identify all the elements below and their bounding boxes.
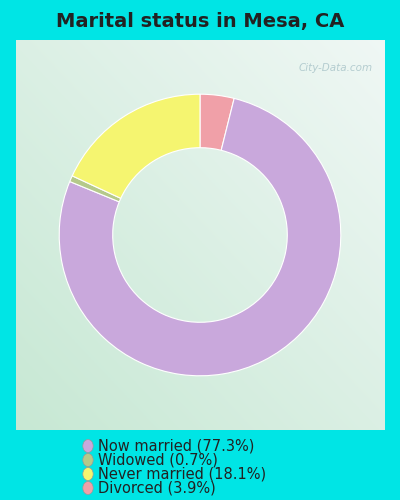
Text: Widowed (0.7%): Widowed (0.7%): [98, 452, 218, 468]
Text: City-Data.com: City-Data.com: [299, 64, 373, 74]
Wedge shape: [72, 94, 200, 198]
Wedge shape: [59, 98, 341, 376]
Text: Now married (77.3%): Now married (77.3%): [98, 438, 254, 454]
Text: Divorced (3.9%): Divorced (3.9%): [98, 480, 216, 496]
Wedge shape: [70, 176, 121, 202]
Wedge shape: [200, 94, 234, 150]
Text: Marital status in Mesa, CA: Marital status in Mesa, CA: [56, 12, 344, 32]
Text: Never married (18.1%): Never married (18.1%): [98, 466, 266, 481]
